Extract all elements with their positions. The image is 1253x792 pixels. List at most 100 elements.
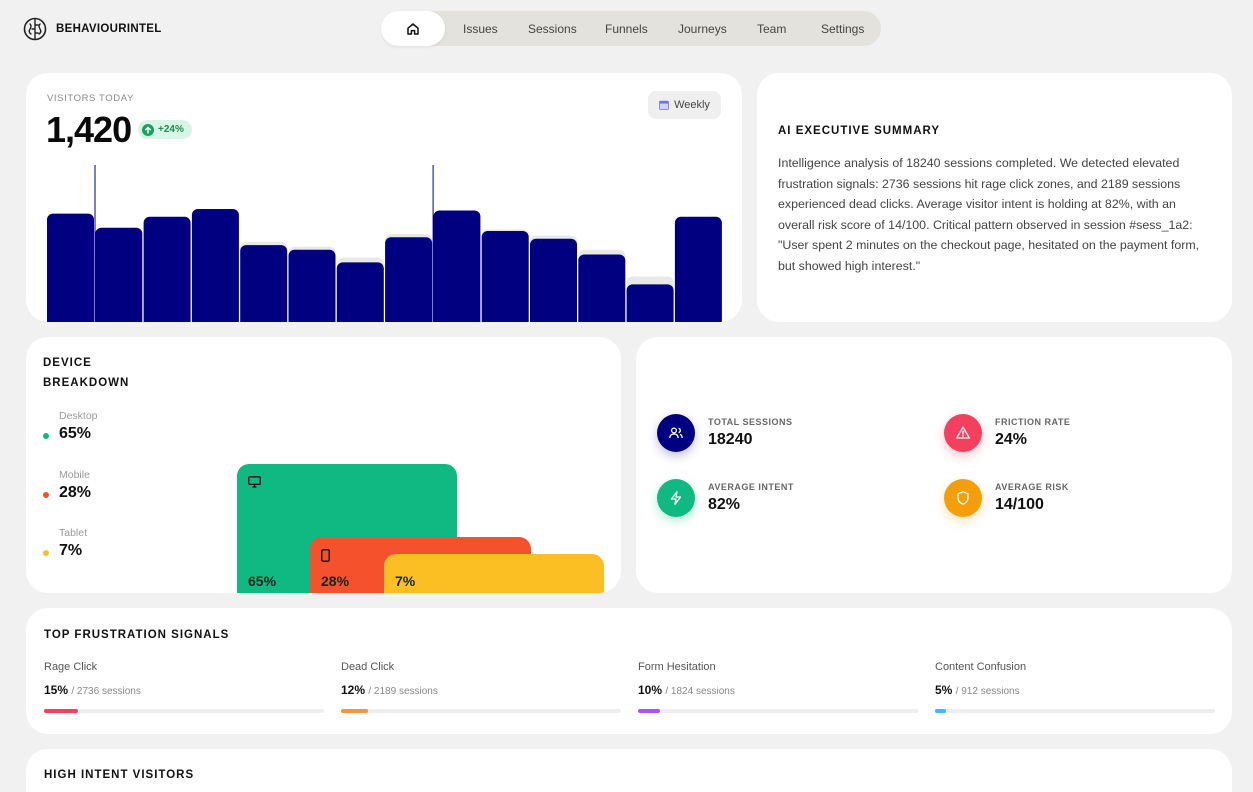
visitors-label: VISITORS TODAY <box>47 93 134 104</box>
nav-sessions[interactable]: Sessions <box>528 22 577 36</box>
ai-summary-text: Intelligence analysis of 18240 sessions … <box>778 156 1200 273</box>
legend-value: 7% <box>59 542 83 559</box>
visitors-bar-chart <box>47 165 722 322</box>
signal-label: Content Confusion <box>935 661 1027 673</box>
device-breakdown-card: DEVICE BREAKDOWN Desktop 65% Mobile 28% … <box>26 337 621 593</box>
device-block-value: 7% <box>395 573 416 589</box>
high-intent-title: HIGH INTENT VISITORS <box>44 769 195 781</box>
monitor-icon <box>248 476 261 488</box>
signal-sessions: / 1824 sessions <box>665 686 735 697</box>
chart-bar[interactable] <box>385 237 433 322</box>
brand[interactable]: BEHAVIOURINTEL <box>22 16 162 42</box>
chart-bar[interactable] <box>433 210 481 322</box>
signal-progress-fill <box>935 709 947 713</box>
device-block-value: 28% <box>321 573 350 589</box>
chart-bar[interactable] <box>530 238 577 322</box>
chart-bar[interactable] <box>95 227 143 322</box>
legend-dot <box>43 550 49 556</box>
stat-value: 24% <box>995 431 1028 448</box>
chart-bar[interactable] <box>240 245 288 322</box>
signal-progress-track <box>44 709 324 713</box>
device-block-tablet: 7% <box>384 554 604 593</box>
shield-icon <box>944 479 982 517</box>
signal-rage-click: Rage Click 15% / 2736 sessions <box>44 661 324 713</box>
signal-percent: 10% <box>638 683 663 697</box>
frustration-title: TOP FRUSTRATION SIGNALS <box>44 629 230 641</box>
period-label: Weekly <box>674 99 710 111</box>
stats-card: TOTAL SESSIONS 18240 FRICTION RATE 24% A… <box>636 337 1232 593</box>
signal-dead-click: Dead Click 12% / 2189 sessions <box>341 661 621 713</box>
signal-label: Rage Click <box>44 661 98 673</box>
device-block-value: 65% <box>248 573 277 589</box>
chart-bar[interactable] <box>481 230 529 322</box>
legend-label: Mobile <box>59 469 90 481</box>
nav-issues[interactable]: Issues <box>463 22 498 36</box>
chart-bar[interactable] <box>336 262 384 322</box>
visitors-value: 1,420 <box>46 109 132 150</box>
signal-content-confusion: Content Confusion 5% / 912 sessions <box>935 661 1215 713</box>
legend-dot <box>43 433 49 439</box>
legend-value: 65% <box>59 425 92 442</box>
zap-icon <box>657 479 695 517</box>
legend-value: 28% <box>59 484 92 501</box>
signal-sessions: / 2189 sessions <box>368 686 438 697</box>
signal-progress-track <box>341 709 621 713</box>
chart-bar[interactable] <box>674 216 722 322</box>
nav-funnels[interactable]: Funnels <box>605 22 648 36</box>
legend-label: Tablet <box>59 527 88 539</box>
signal-sessions: / 912 sessions <box>955 686 1020 697</box>
signal-progress-track <box>638 709 918 713</box>
signal-value: 15% / 2736 sessions <box>44 683 324 697</box>
period-weekly-button[interactable]: Weekly <box>648 91 721 119</box>
signal-value: 12% / 2189 sessions <box>341 683 621 697</box>
brand-name: BEHAVIOURINTEL <box>56 23 162 35</box>
signal-sessions: / 2736 sessions <box>71 686 141 697</box>
chart-bar[interactable] <box>143 216 191 322</box>
stat-label: FRICTION RATE <box>995 417 1071 427</box>
brain-icon <box>23 17 47 41</box>
legend-label: Desktop <box>59 410 98 422</box>
calendar-icon <box>659 100 669 110</box>
chart-bar[interactable] <box>288 249 336 322</box>
chart-bar[interactable] <box>191 208 239 322</box>
signal-value: 10% / 1824 sessions <box>638 683 918 697</box>
stat-label: AVERAGE RISK <box>995 482 1069 492</box>
nav-journeys[interactable]: Journeys <box>678 22 727 36</box>
nav-home-button[interactable] <box>381 11 445 46</box>
alert-triangle-icon <box>944 414 982 452</box>
signal-value: 5% / 912 sessions <box>935 683 1215 697</box>
top-nav: Issues Sessions Funnels Journeys Team Se… <box>381 11 881 46</box>
change-badge: +24% <box>138 120 192 139</box>
chart-bar[interactable] <box>47 213 94 322</box>
signal-progress-fill <box>341 709 368 713</box>
signal-progress-fill <box>44 709 78 713</box>
chart-bar[interactable] <box>626 284 674 322</box>
device-title-line1: DEVICE <box>43 357 92 369</box>
ai-summary-card: AI EXECUTIVE SUMMARY Intelligence analys… <box>757 73 1232 322</box>
device-title: DEVICE BREAKDOWN <box>43 353 129 393</box>
legend-dot <box>43 492 49 498</box>
frustration-card: TOP FRUSTRATION SIGNALS Rage Click 15% /… <box>26 608 1232 734</box>
chart-bar[interactable] <box>578 254 626 322</box>
signal-percent: 12% <box>341 683 366 697</box>
signal-progress-fill <box>638 709 661 713</box>
change-value: +24% <box>158 124 184 135</box>
signal-label: Form Hesitation <box>638 661 716 673</box>
visitors-card: VISITORS TODAY 1,420 +24% Weekly <box>26 73 742 322</box>
phone-icon <box>321 549 330 562</box>
high-intent-card: HIGH INTENT VISITORS <box>26 749 1232 792</box>
nav-settings[interactable]: Settings <box>821 22 865 36</box>
stat-value: 14/100 <box>995 496 1044 513</box>
ai-summary-title: AI EXECUTIVE SUMMARY <box>778 125 941 137</box>
signal-percent: 15% <box>44 683 69 697</box>
stat-label: TOTAL SESSIONS <box>708 417 793 427</box>
home-icon <box>407 22 419 35</box>
arrow-up-icon <box>142 123 154 136</box>
nav-team[interactable]: Team <box>757 22 787 36</box>
device-title-line2: BREAKDOWN <box>43 377 130 389</box>
signal-percent: 5% <box>935 683 953 697</box>
signal-label: Dead Click <box>341 661 395 673</box>
stat-label: AVERAGE INTENT <box>708 482 794 492</box>
signal-progress-track <box>935 709 1215 713</box>
stat-value: 82% <box>708 496 741 513</box>
